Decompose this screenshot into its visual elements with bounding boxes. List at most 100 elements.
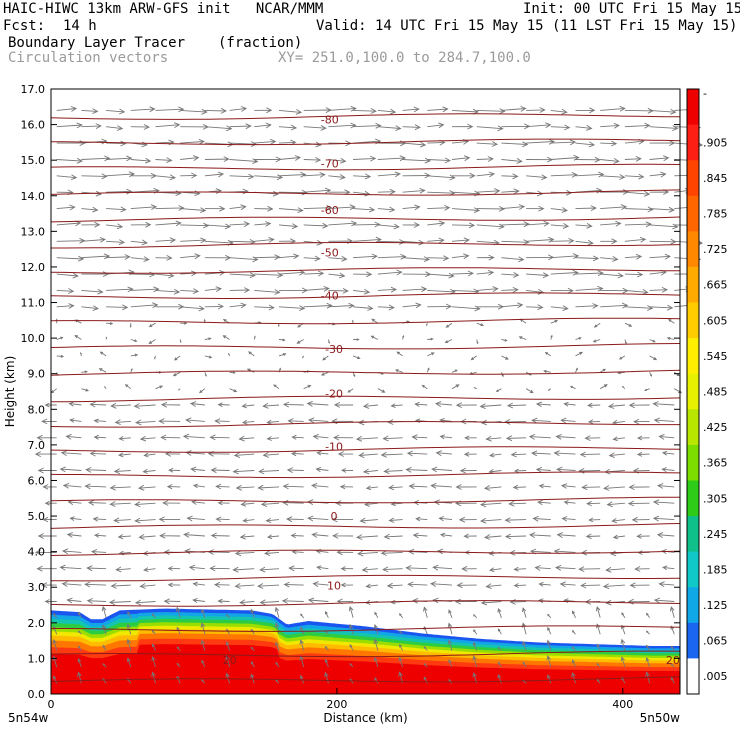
- wind-vector: [550, 287, 574, 294]
- wind-vector: [278, 223, 299, 230]
- wind-vector: [476, 303, 505, 310]
- wind-vector: [636, 533, 650, 539]
- forecast-hour: 14 h: [63, 18, 97, 34]
- wind-vector: [624, 122, 651, 129]
- wind-vector: [476, 269, 495, 276]
- wind-vector: [653, 417, 675, 424]
- wind-vector: [377, 304, 395, 311]
- wind-vector: [158, 418, 181, 425]
- wind-vector: [254, 107, 273, 114]
- wind-vector: [501, 188, 520, 195]
- wind-vector: [228, 352, 231, 357]
- x-axis-label: Distance (km): [323, 711, 407, 725]
- wind-vector: [497, 661, 502, 668]
- wind-vector: [69, 516, 82, 521]
- wind-vector: [571, 659, 576, 668]
- wind-vector: [102, 663, 107, 668]
- wind-vector: [74, 334, 82, 340]
- wind-vector: [483, 534, 502, 540]
- wind-vector: [279, 287, 309, 294]
- tracer-band: [51, 644, 680, 694]
- wind-vector: [628, 484, 650, 491]
- wind-vector: [167, 582, 181, 588]
- wind-vector: [550, 305, 569, 312]
- wind-vector: [209, 434, 230, 441]
- wind-vector: [600, 287, 629, 294]
- wind-vector: [106, 171, 136, 178]
- wind-vector: [612, 534, 625, 540]
- wind-vector: [324, 610, 329, 619]
- colorbar-label: .005: [703, 670, 728, 683]
- wind-vector: [151, 630, 156, 635]
- wind-vector: [56, 354, 65, 358]
- wind-vector: [106, 188, 133, 195]
- wind-vector: [180, 222, 210, 229]
- wind-vector: [240, 501, 255, 507]
- wind-vector: [624, 305, 654, 311]
- wind-vector: [66, 532, 82, 538]
- wind-vector: [596, 678, 601, 684]
- wind-vector: [427, 204, 451, 211]
- wind-vector: [155, 122, 181, 128]
- wind-vector: [201, 608, 206, 618]
- colorbar-label: .365: [703, 457, 728, 470]
- wind-vector: [624, 206, 654, 213]
- wind-vector: [215, 483, 230, 490]
- colorbar-label: .665: [703, 279, 728, 292]
- wind-vector: [281, 598, 304, 604]
- wind-vector: [427, 255, 450, 262]
- wind-vector: [180, 123, 210, 130]
- wind-vector: [118, 436, 131, 441]
- wind-vector: [180, 155, 200, 161]
- wind-vector: [274, 606, 280, 618]
- wind-vector: [371, 318, 379, 324]
- wind-vector: [521, 622, 527, 635]
- wind-vector: [229, 287, 251, 293]
- wind-vector: [234, 550, 255, 557]
- y-tick-label: 7.0: [28, 439, 46, 452]
- colorbar-swatch: [687, 231, 699, 268]
- wind-vector: [377, 253, 407, 260]
- wind-vector: [526, 138, 556, 145]
- wind-vector: [328, 122, 357, 129]
- wind-vector: [229, 123, 252, 130]
- wind-vector: [455, 402, 477, 409]
- wind-vector: [302, 355, 305, 359]
- wind-vector: [382, 435, 403, 442]
- wind-vector: [176, 662, 181, 668]
- wind-vector: [155, 272, 175, 279]
- wind-vector: [134, 517, 156, 524]
- wind-vector: [374, 611, 379, 619]
- wind-vector: [41, 418, 57, 425]
- wind-vector: [658, 581, 675, 588]
- wind-vector: [89, 450, 107, 457]
- wind-vector: [489, 567, 502, 573]
- wind-vector: [448, 659, 453, 668]
- isotherm-line: [50, 650, 681, 658]
- wind-vector: [204, 156, 230, 162]
- wind-vector: [229, 106, 248, 112]
- wind-vector: [666, 336, 675, 340]
- wind-vector: [254, 304, 275, 311]
- wind-vector: [402, 141, 427, 148]
- wind-vector: [278, 109, 303, 115]
- wind-vector: [605, 566, 625, 573]
- wind-vector: [176, 606, 181, 618]
- wind-vector: [526, 122, 552, 129]
- wind-vector: [278, 171, 307, 178]
- wind-vector: [262, 402, 280, 409]
- wind-vector: [510, 451, 527, 458]
- wind-vector: [155, 157, 173, 164]
- wind-vector: [117, 534, 131, 540]
- wind-vector: [148, 322, 156, 328]
- wind-vector: [578, 468, 601, 474]
- wind-vector: [242, 518, 255, 523]
- wind-vector: [162, 500, 181, 506]
- wind-vector: [611, 518, 625, 524]
- wind-vector: [427, 174, 456, 181]
- wind-vector: [81, 221, 101, 228]
- x-tick-label: 0: [48, 698, 55, 711]
- wind-vector: [81, 155, 111, 162]
- wind-vector: [316, 450, 329, 456]
- wind-vector: [118, 452, 131, 458]
